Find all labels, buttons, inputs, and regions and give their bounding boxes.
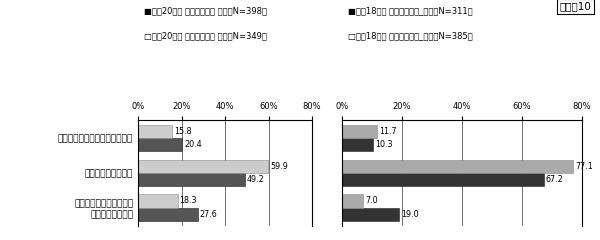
Bar — [342, 138, 373, 151]
Bar — [342, 208, 399, 221]
Bar — [342, 194, 363, 208]
Text: 20.4: 20.4 — [184, 140, 202, 149]
Text: ■平成18年度 犯罪被害者等_自身（N=311）: ■平成18年度 犯罪被害者等_自身（N=311） — [348, 6, 473, 15]
Text: □平成18年度 犯罪被害者等_家族（N=385）: □平成18年度 犯罪被害者等_家族（N=385） — [348, 31, 473, 40]
Text: 49.2: 49.2 — [247, 175, 265, 184]
Text: 7.0: 7.0 — [365, 197, 378, 205]
Bar — [342, 160, 574, 173]
Text: 18.3: 18.3 — [179, 197, 197, 205]
Text: 77.1: 77.1 — [576, 162, 593, 171]
Bar — [342, 173, 544, 186]
Text: 図３－10: 図３－10 — [559, 1, 591, 11]
Bar — [138, 194, 178, 208]
Text: 19.0: 19.0 — [401, 210, 419, 219]
Text: 59.9: 59.9 — [270, 162, 288, 171]
Bar — [138, 125, 172, 138]
Bar — [342, 125, 377, 138]
Text: 67.2: 67.2 — [546, 175, 564, 184]
Text: 11.7: 11.7 — [379, 127, 397, 136]
Text: 15.8: 15.8 — [174, 127, 192, 136]
Text: ■平成20年度 犯罪被害者等 自身（N=398）: ■平成20年度 犯罪被害者等 自身（N=398） — [144, 6, 267, 15]
Text: 27.6: 27.6 — [200, 210, 218, 219]
Bar — [138, 208, 198, 221]
Bar — [138, 138, 182, 151]
Text: 10.3: 10.3 — [376, 140, 393, 149]
Bar — [138, 160, 268, 173]
Text: □平成20年度 犯罪被害者等 家族（N=349）: □平成20年度 犯罪被害者等 家族（N=349） — [144, 31, 267, 40]
Bar — [138, 173, 245, 186]
